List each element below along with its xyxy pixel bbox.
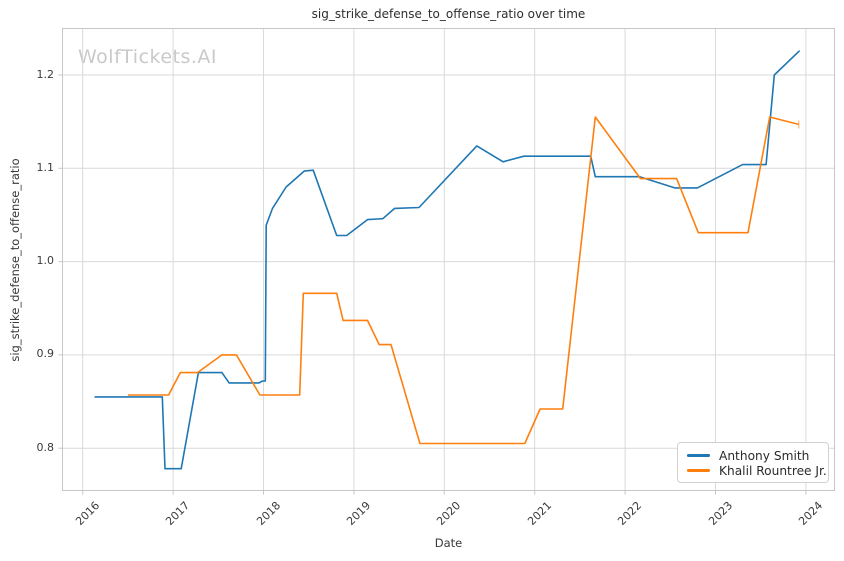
x-tick-label: 2024: [796, 499, 826, 528]
x-tick-label: 2021: [524, 499, 554, 528]
watermark-text: WolfTickets.AI: [78, 46, 218, 68]
x-tick-label: 2017: [163, 499, 193, 528]
plot-border: [62, 28, 835, 491]
legend-row: Khalil Rountree Jr.: [687, 463, 827, 478]
x-tick-label: 2018: [253, 499, 283, 528]
x-tick-label: 2023: [705, 499, 735, 528]
y-tick-label: 1.2: [36, 67, 55, 81]
x-tick-label: 2019: [344, 499, 374, 528]
legend-label: Anthony Smith: [719, 448, 810, 463]
x-tick-label: 2016: [72, 499, 102, 528]
y-tick-label: 1.0: [36, 254, 55, 268]
x-tick-label: 2022: [615, 499, 645, 528]
chart-title: sig_strike_defense_to_offense_ratio over…: [311, 7, 586, 21]
x-axis-label: Date: [434, 536, 463, 550]
series-line: [94, 50, 801, 470]
legend-line-swatch: [687, 454, 710, 457]
y-tick-label: 0.8: [36, 440, 55, 454]
x-tick-label: 2020: [434, 499, 464, 528]
legend: Anthony Smith Khalil Rountree Jr.: [677, 442, 829, 483]
plot-area: [58, 28, 835, 495]
legend-line-swatch: [687, 469, 710, 472]
legend-row: Anthony Smith: [687, 448, 820, 463]
y-tick-label: 1.1: [36, 160, 55, 174]
y-tick-label: 0.9: [36, 347, 55, 361]
series-line: [127, 116, 799, 445]
legend-label: Khalil Rountree Jr.: [719, 463, 827, 478]
